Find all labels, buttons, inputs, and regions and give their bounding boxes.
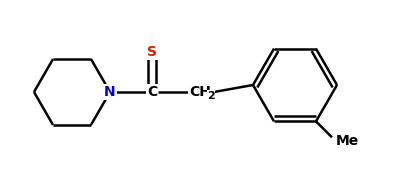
- Text: Me: Me: [336, 134, 359, 148]
- Text: C: C: [147, 85, 157, 99]
- Text: S: S: [147, 45, 157, 59]
- Text: 2: 2: [207, 91, 215, 101]
- Text: N: N: [104, 85, 116, 99]
- Text: CH: CH: [189, 85, 211, 99]
